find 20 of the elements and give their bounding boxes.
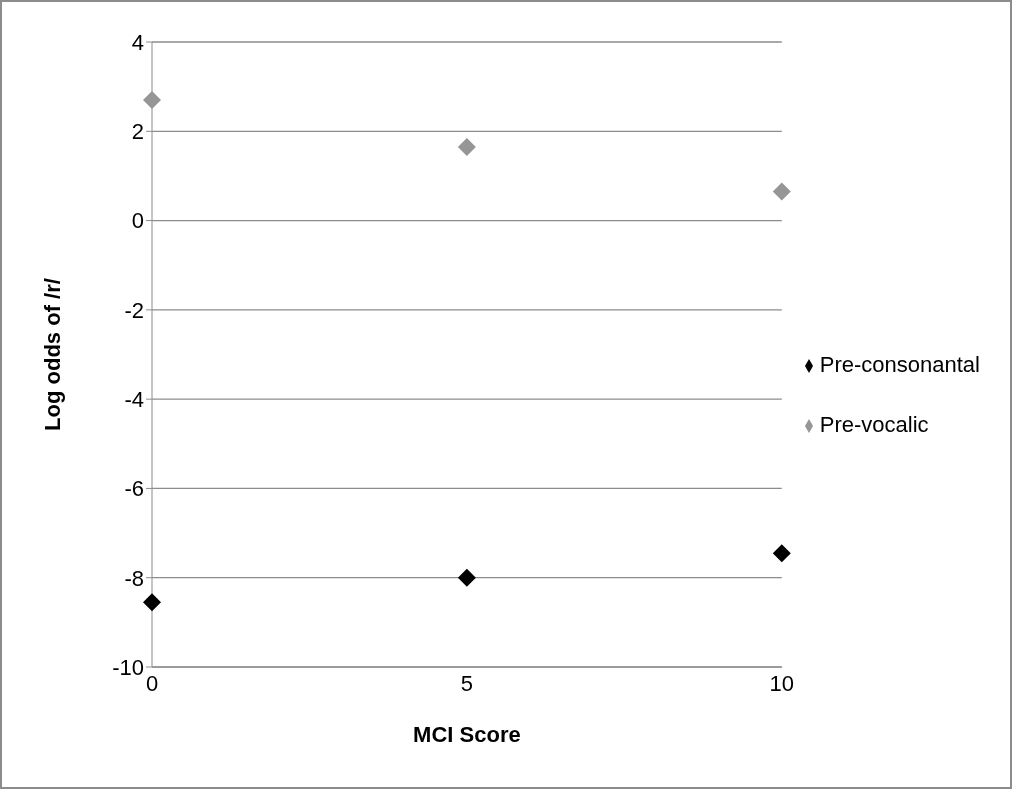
- x-tick-label: 10: [769, 670, 795, 696]
- point: [143, 593, 161, 612]
- y-tick-label: 0: [131, 208, 144, 234]
- x-axis-title: MCI Score: [413, 722, 521, 747]
- y-tick-label: -8: [124, 565, 144, 591]
- y-tick-label: -10: [112, 654, 144, 680]
- x-tick-label: 5: [460, 670, 474, 696]
- y-tick-label: 4: [131, 29, 144, 55]
- y-axis-title: Log odds of /r/: [39, 278, 65, 431]
- point: [772, 544, 791, 563]
- point: [772, 182, 791, 201]
- y-tick-label: -2: [124, 297, 144, 323]
- legend-label: Pre-consonantal: [819, 351, 980, 377]
- y-tick-label: -4: [124, 386, 144, 412]
- point: [457, 568, 476, 587]
- point: [143, 91, 161, 110]
- point: [457, 137, 476, 156]
- legend-label: Pre-vocalic: [819, 411, 929, 437]
- y-tick-label: -6: [124, 476, 144, 502]
- y-tick-label: 2: [131, 119, 144, 145]
